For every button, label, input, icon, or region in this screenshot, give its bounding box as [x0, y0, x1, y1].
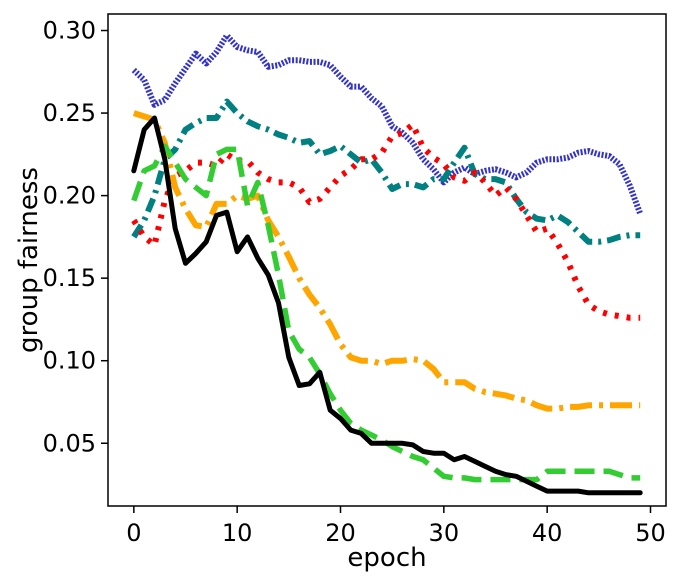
series-line-4	[132, 110, 641, 412]
x-tick-label: 10	[222, 519, 253, 547]
x-tick-label: 50	[635, 519, 666, 547]
x-tick-label: 20	[325, 519, 356, 547]
x-tick-label: 40	[532, 519, 563, 547]
y-tick-label: 0.20	[43, 182, 96, 210]
series-line-5	[131, 143, 641, 483]
y-axis-label: group fairness	[14, 167, 44, 353]
x-tick-label: 0	[126, 519, 141, 547]
y-axis: 0.05 0.10 0.15 0.20 0.25 0.30	[43, 17, 108, 457]
x-axis: 0 10 20 30 40 50	[126, 506, 666, 547]
x-axis-label: epoch	[347, 543, 426, 573]
plot-frame	[107, 13, 667, 507]
y-tick-label: 0.30	[43, 17, 96, 45]
y-tick-label: 0.15	[43, 264, 96, 292]
series-line-1	[131, 32, 644, 215]
series-layer	[131, 32, 644, 496]
x-tick-label: 30	[429, 519, 460, 547]
y-tick-label: 0.05	[43, 429, 96, 457]
series-line-6	[131, 115, 643, 496]
y-tick-label: 0.10	[43, 347, 96, 375]
y-tick-label: 0.25	[43, 99, 96, 127]
series-line-2	[131, 98, 641, 245]
